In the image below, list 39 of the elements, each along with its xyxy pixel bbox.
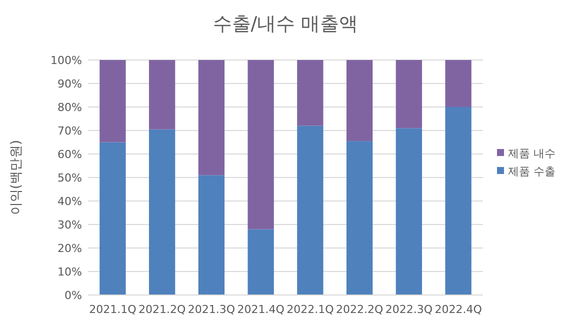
y-axis-title: 이익(백만원) — [9, 140, 24, 216]
bar — [148, 129, 176, 295]
y-tick-label: 40% — [58, 195, 82, 208]
x-tick-label: 2021.4Q — [237, 303, 285, 316]
y-tick-label: 70% — [58, 124, 82, 138]
bar — [100, 142, 126, 295]
bar — [445, 60, 472, 107]
chart-title: 수출/내수 매출액 — [212, 13, 358, 35]
bar — [198, 60, 225, 176]
y-tick-label: 30% — [58, 218, 82, 232]
legend-label: 제품 내수 — [508, 147, 556, 160]
x-tick-label: 2021.3Q — [188, 303, 236, 316]
bar — [148, 60, 176, 130]
x-tick-label: 2021.2Q — [138, 303, 186, 316]
bar — [346, 60, 373, 142]
x-tick-label: 2022.2Q — [336, 303, 384, 316]
bar — [248, 60, 274, 230]
bar — [297, 126, 324, 295]
y-tick-label: 10% — [58, 266, 82, 278]
x-tick-label: 2022.4Q — [434, 303, 482, 316]
y-tick-label: 20% — [58, 242, 82, 255]
x-tick-label: 2021.1Q — [89, 303, 137, 316]
bar — [248, 229, 274, 295]
bar — [396, 60, 422, 128]
y-tick-label: 100% — [50, 54, 82, 67]
bar — [297, 60, 324, 126]
bar — [445, 107, 472, 295]
y-tick-label: 0% — [64, 289, 82, 302]
y-tick-label: 50% — [58, 172, 82, 184]
x-tick-label: 2022.3Q — [385, 303, 433, 316]
bar — [100, 60, 126, 142]
y-tick-label: 60% — [58, 148, 82, 161]
bar — [198, 175, 225, 295]
y-tick-label: 90% — [58, 78, 82, 90]
bar — [346, 141, 373, 295]
bar — [396, 128, 422, 295]
y-tick-label: 80% — [58, 101, 82, 114]
x-tick-label: 2022.1Q — [286, 303, 334, 316]
legend-label: 제품 수출 — [508, 165, 556, 178]
